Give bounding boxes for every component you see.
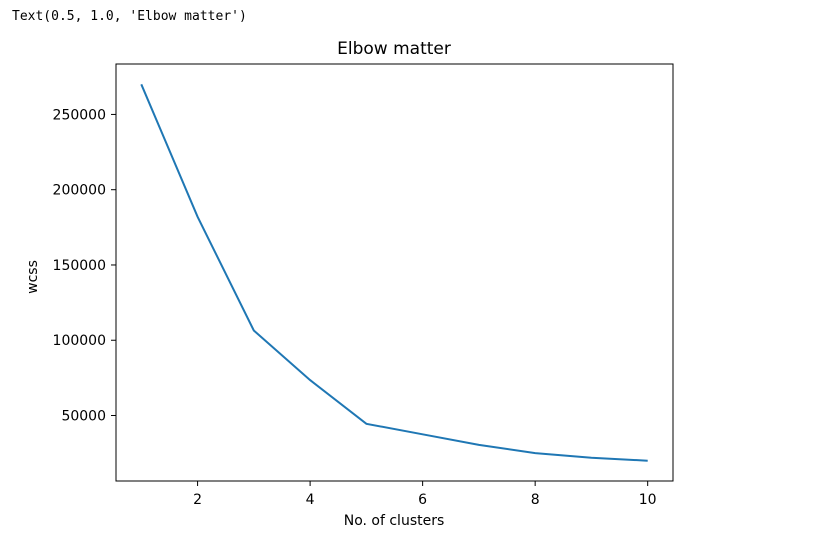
x-tick-label: 4 — [306, 492, 315, 508]
plot-frame — [115, 63, 674, 482]
x-axis-label: No. of clusters — [344, 513, 445, 529]
ticks-layer: 2 4 6 8 10 50000 100000 150000 200000 250000 — [53, 107, 657, 508]
y-tick-label: 250000 — [53, 107, 106, 123]
chart-title: Elbow matter — [337, 39, 451, 59]
y-tick-label: 150000 — [53, 258, 106, 274]
x-tick-label: 2 — [193, 492, 202, 508]
y-tick-label: 100000 — [53, 333, 106, 349]
y-tick-label: 50000 — [61, 409, 106, 425]
x-tick-label: 6 — [418, 492, 427, 508]
x-tick-label: 10 — [639, 492, 657, 508]
y-tick-label: 200000 — [53, 183, 106, 199]
cell-output-text: Text(0.5, 1.0, 'Elbow matter') — [12, 9, 247, 24]
x-tick-label: 8 — [531, 492, 540, 508]
series-line-wcss — [140, 83, 648, 462]
y-axis-label: wcss — [25, 260, 41, 294]
